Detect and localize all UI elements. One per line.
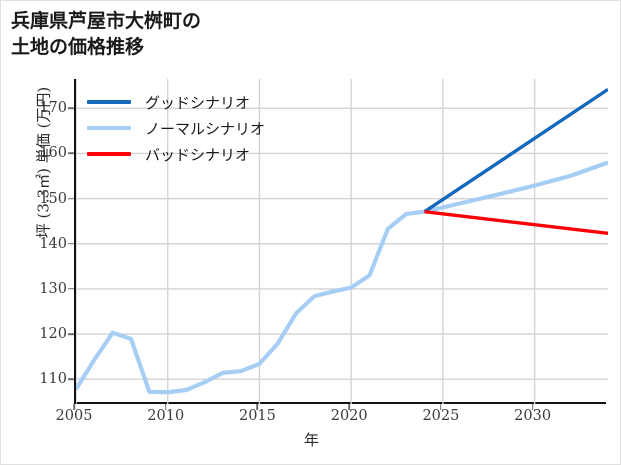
x-tick-mark xyxy=(440,404,442,410)
y-tick-mark xyxy=(68,197,74,200)
legend-item-label: ノーマルシナリオ xyxy=(145,119,266,138)
x-axis-label: 年 xyxy=(303,431,319,449)
y-tick-mark xyxy=(68,152,74,155)
x-tick-mark xyxy=(531,404,534,410)
gridlines xyxy=(76,79,608,404)
x-tick-mark xyxy=(348,404,350,410)
legend-item-label: グッドシナリオ xyxy=(145,93,251,112)
series-line xyxy=(423,87,608,214)
legend-item-label: バッドシナリオ xyxy=(145,145,251,164)
x-tick-label: 2015 xyxy=(238,408,276,424)
y-axis-ticks: 110 120 130 140 150 160 170 xyxy=(1,79,67,404)
y-tick-label: 150 xyxy=(39,190,67,207)
x-tick-label: 2025 xyxy=(422,408,460,424)
y-tick-mark xyxy=(68,288,74,290)
legend-item[interactable]: バッドシナリオ xyxy=(87,141,317,167)
y-tick-label: 120 xyxy=(39,326,67,343)
x-tick-mark xyxy=(164,404,167,410)
legend-item[interactable]: ノーマルシナリオ xyxy=(87,115,317,141)
page-title: 兵庫県芦屋市大桝町の 土地の価格推移 xyxy=(11,11,202,59)
series-lines xyxy=(76,87,608,395)
x-tick-mark xyxy=(256,404,259,410)
x-tick-label: 2005 xyxy=(55,408,93,424)
y-tick-mark xyxy=(68,333,74,335)
series-line xyxy=(424,210,608,236)
legend-swatch-icon xyxy=(87,125,131,131)
y-tick-mark xyxy=(68,107,74,110)
y-axis-label: 坪 (3.3㎡) 単価 (万円) xyxy=(34,86,53,239)
legend-swatch-icon xyxy=(87,100,131,104)
plot-area xyxy=(74,79,608,404)
plot-svg xyxy=(76,79,608,404)
series-line xyxy=(76,160,608,395)
x-axis-tickmarks xyxy=(1,1,621,431)
x-tick-mark xyxy=(73,404,75,410)
y-tick-label: 140 xyxy=(39,235,67,252)
x-tick-label: 2010 xyxy=(147,408,185,424)
legend-swatch-icon xyxy=(87,152,131,156)
legend: グッドシナリオ ノーマルシナリオ バッドシナリオ xyxy=(87,89,317,167)
y-tick-label: 110 xyxy=(39,371,67,388)
y-tick-label: 130 xyxy=(39,280,67,297)
legend-item[interactable]: グッドシナリオ xyxy=(87,89,317,115)
y-tick-label: 170 xyxy=(39,100,67,117)
x-tick-label: 2030 xyxy=(514,408,552,424)
y-axis-tickmarks xyxy=(1,79,91,404)
x-tick-label: 2020 xyxy=(330,408,368,424)
x-axis-ticks: 2005 2010 2015 2020 2025 2030 xyxy=(1,404,621,432)
y-tick-mark xyxy=(68,378,74,380)
y-tick-label: 160 xyxy=(39,145,67,162)
y-tick-mark xyxy=(68,242,74,245)
